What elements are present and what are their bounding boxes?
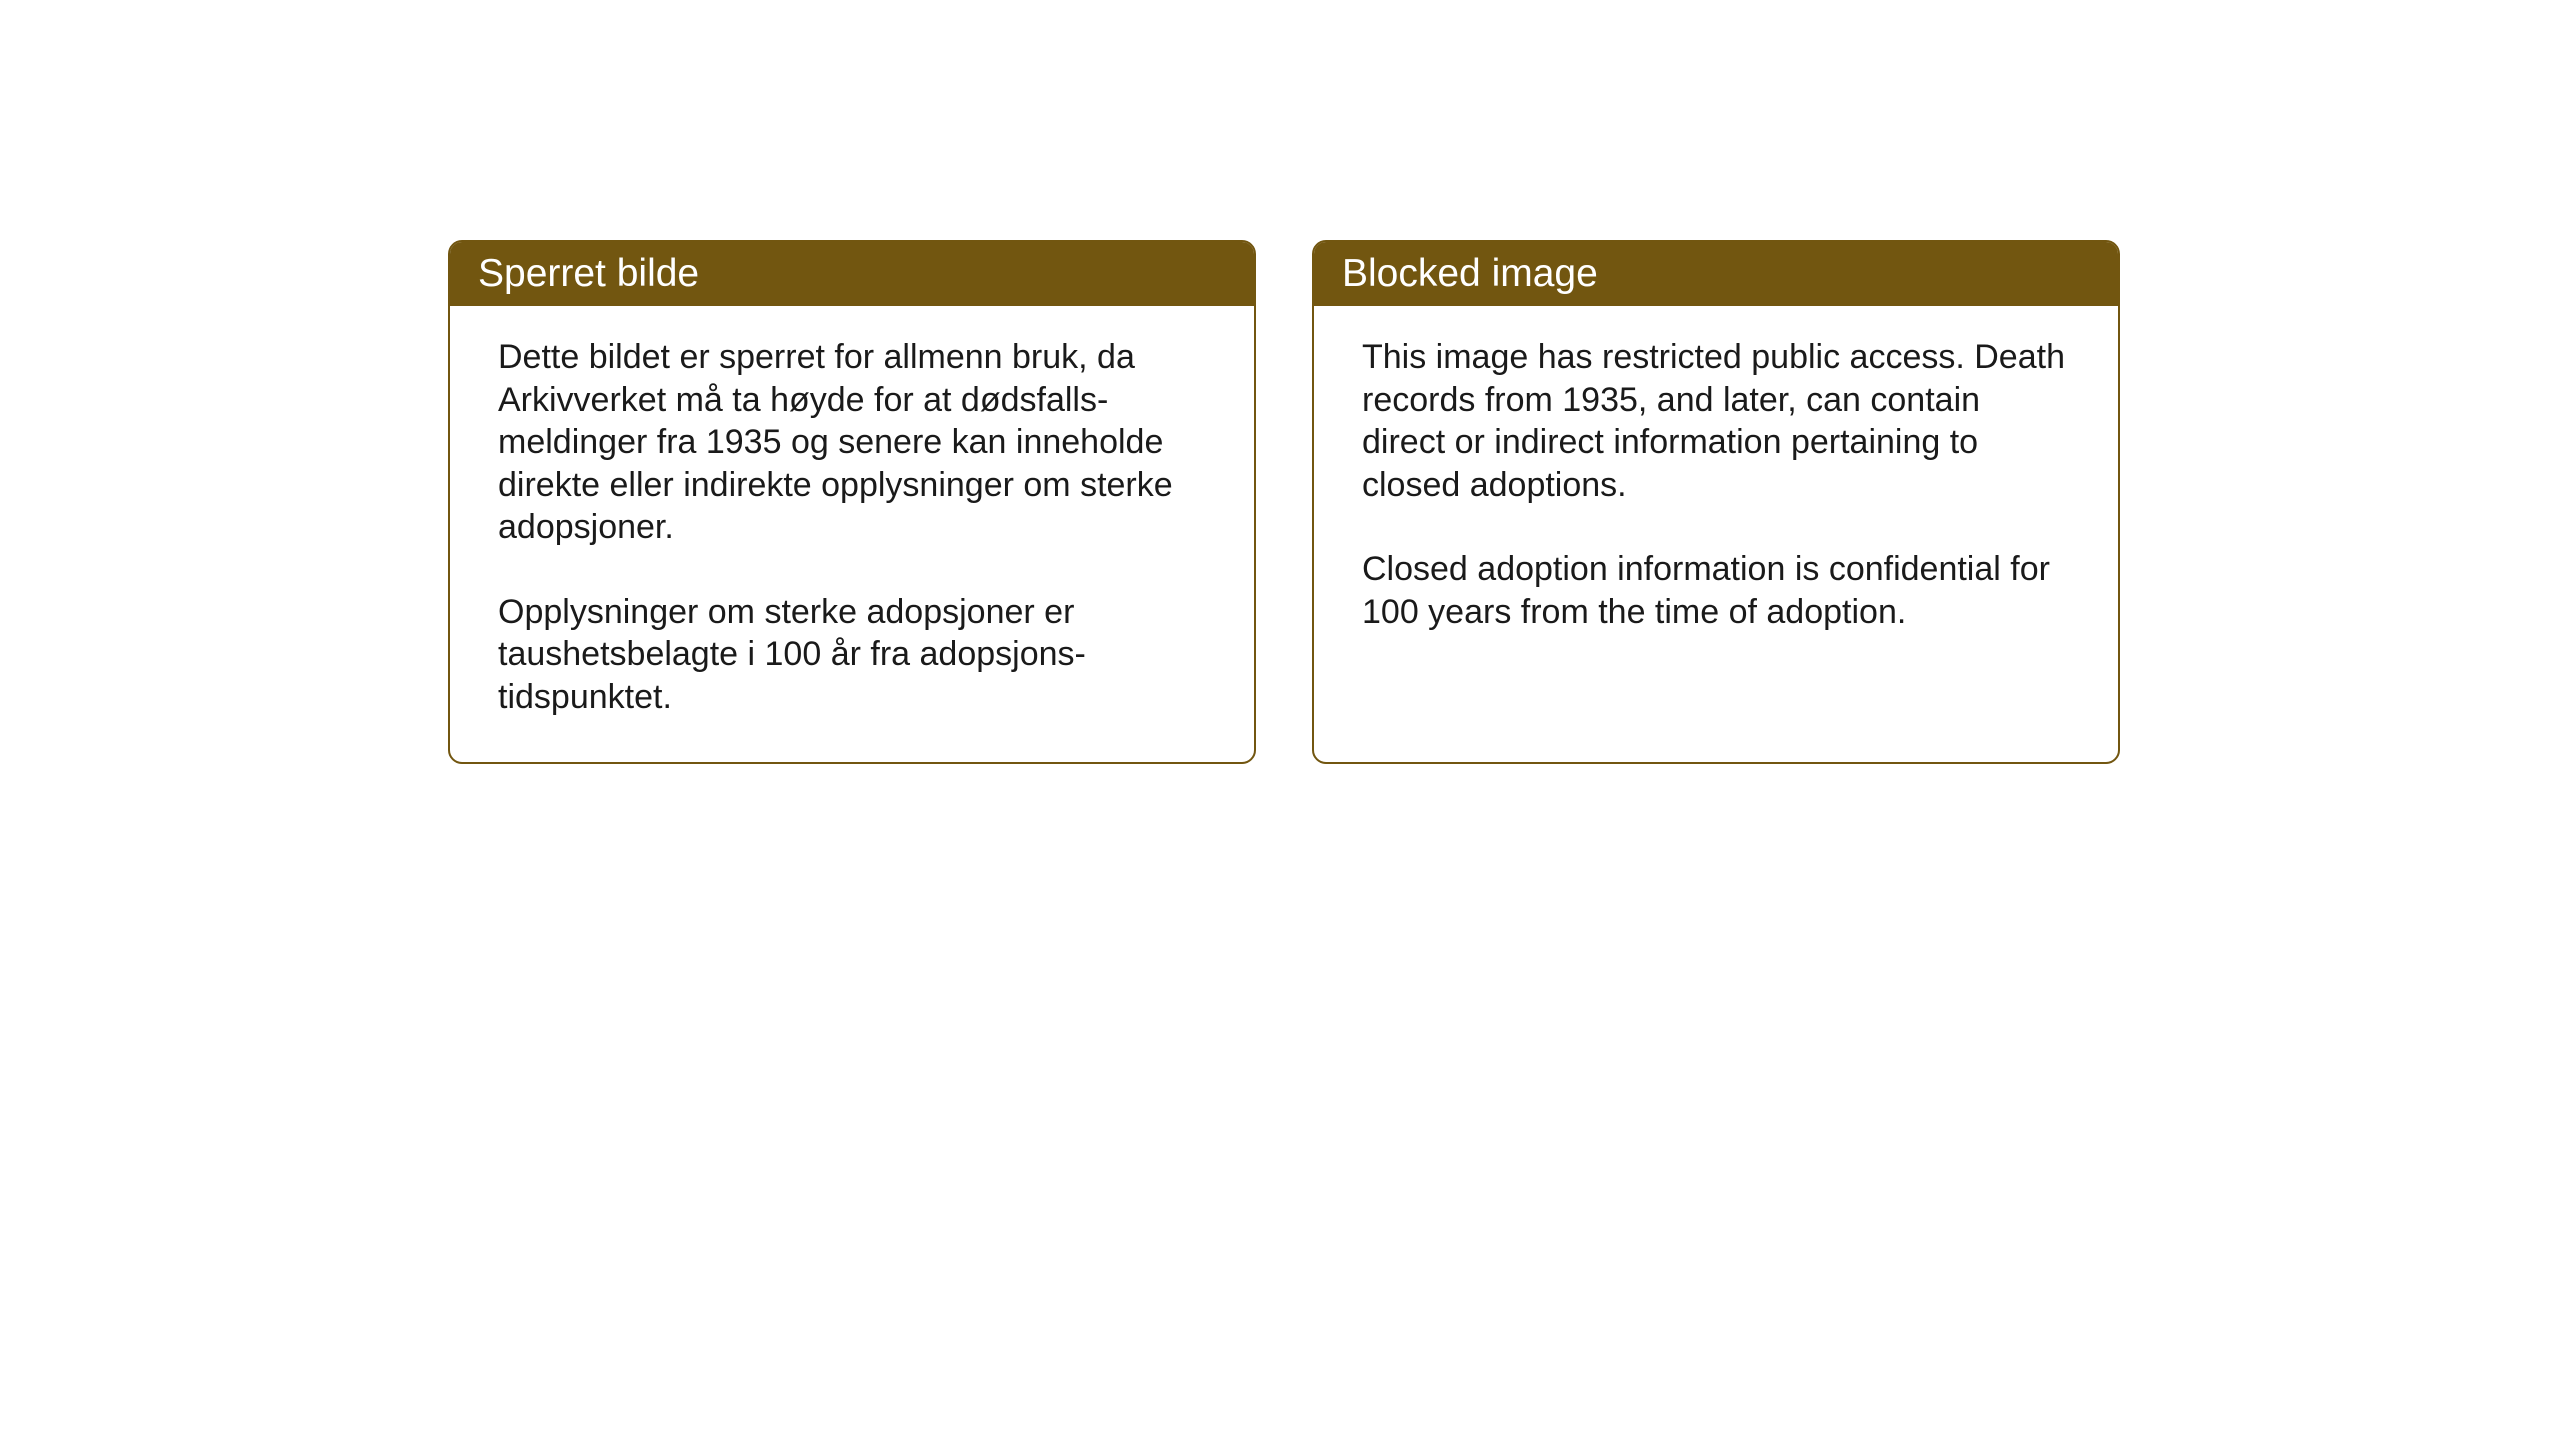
- card-header-norwegian: Sperret bilde: [450, 242, 1254, 306]
- notice-card-english: Blocked image This image has restricted …: [1312, 240, 2120, 764]
- card-paragraph-english-1: This image has restricted public access.…: [1362, 336, 2070, 506]
- notice-card-norwegian: Sperret bilde Dette bildet er sperret fo…: [448, 240, 1256, 764]
- card-title-norwegian: Sperret bilde: [478, 252, 699, 295]
- card-paragraph-norwegian-1: Dette bildet er sperret for allmenn bruk…: [498, 336, 1206, 549]
- card-paragraph-norwegian-2: Opplysninger om sterke adopsjoner er tau…: [498, 591, 1206, 719]
- card-header-english: Blocked image: [1314, 242, 2118, 306]
- notice-container: Sperret bilde Dette bildet er sperret fo…: [448, 240, 2120, 764]
- card-title-english: Blocked image: [1342, 252, 1598, 295]
- card-body-norwegian: Dette bildet er sperret for allmenn bruk…: [450, 306, 1254, 762]
- card-paragraph-english-2: Closed adoption information is confident…: [1362, 548, 2070, 633]
- card-body-english: This image has restricted public access.…: [1314, 306, 2118, 726]
